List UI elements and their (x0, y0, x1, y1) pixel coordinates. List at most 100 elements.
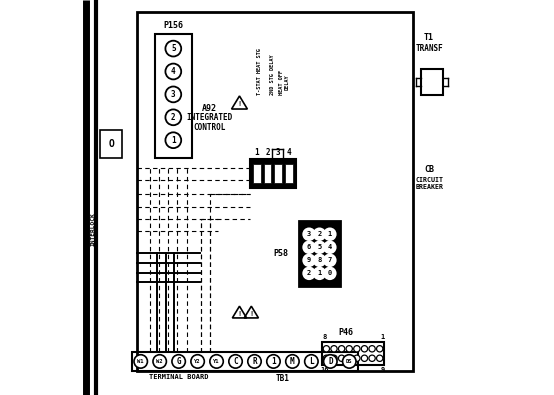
Bar (100, 130, 122, 158)
Circle shape (166, 109, 181, 125)
Bar (421, 69, 443, 95)
Text: 1: 1 (271, 357, 276, 366)
Circle shape (172, 355, 186, 368)
Bar (264, 164, 271, 183)
Circle shape (324, 355, 337, 368)
Text: 3: 3 (171, 90, 176, 99)
Circle shape (353, 355, 360, 361)
Text: TERMINAL BOARD: TERMINAL BOARD (149, 374, 208, 380)
Text: HEAT OFF
DELAY: HEAT OFF DELAY (279, 70, 290, 95)
Bar (322, 342, 384, 365)
Bar (132, 352, 358, 371)
Text: 9: 9 (307, 257, 311, 263)
Circle shape (323, 346, 330, 352)
Text: 2ND STG DELAY: 2ND STG DELAY (270, 54, 275, 95)
Circle shape (248, 355, 261, 368)
Text: CB: CB (425, 166, 435, 174)
Circle shape (305, 355, 318, 368)
Circle shape (286, 355, 299, 368)
Text: L: L (309, 357, 314, 366)
Circle shape (361, 346, 368, 352)
Circle shape (166, 64, 181, 79)
Text: R: R (252, 357, 257, 366)
Text: 8: 8 (322, 335, 326, 340)
Text: CIRCUIT
BREAKER: CIRCUIT BREAKER (416, 177, 444, 190)
Text: Y1: Y1 (213, 359, 220, 364)
Text: 7: 7 (328, 257, 332, 263)
Circle shape (324, 228, 336, 240)
Text: !: ! (237, 101, 242, 107)
Text: !: ! (249, 311, 253, 317)
Bar (137, 12, 413, 371)
Text: O: O (109, 139, 114, 149)
Text: W2: W2 (156, 359, 163, 364)
Text: 6: 6 (307, 244, 311, 250)
Text: 4: 4 (171, 67, 176, 76)
Circle shape (324, 241, 336, 253)
Text: !: ! (237, 311, 242, 317)
Bar (155, 34, 192, 158)
Text: 4: 4 (328, 244, 332, 250)
Text: 16: 16 (320, 367, 329, 372)
Text: T1: T1 (424, 33, 434, 42)
Circle shape (303, 254, 315, 266)
Circle shape (338, 346, 345, 352)
Circle shape (303, 267, 315, 279)
Text: 4: 4 (286, 148, 291, 157)
Circle shape (210, 355, 223, 368)
Circle shape (323, 355, 330, 361)
Circle shape (166, 87, 181, 102)
Text: 0: 0 (328, 270, 332, 276)
Circle shape (314, 228, 325, 240)
Text: P46: P46 (338, 328, 353, 337)
Text: 3: 3 (276, 148, 280, 157)
Circle shape (134, 355, 147, 368)
Text: T-STAT HEAT STG: T-STAT HEAT STG (257, 48, 261, 95)
Text: INTEGRATED
CONTROL: INTEGRATED CONTROL (187, 113, 233, 132)
Text: TRANSF: TRANSF (415, 44, 443, 53)
Circle shape (229, 355, 242, 368)
Circle shape (324, 254, 336, 266)
Text: DS: DS (346, 359, 352, 364)
Text: G: G (176, 357, 181, 366)
Circle shape (324, 267, 336, 279)
Text: 1: 1 (381, 335, 384, 340)
Circle shape (314, 267, 325, 279)
Circle shape (314, 254, 325, 266)
Circle shape (369, 355, 375, 361)
Text: Y2: Y2 (194, 359, 201, 364)
Text: P156: P156 (163, 21, 183, 30)
Bar (299, 221, 340, 286)
Text: 1: 1 (328, 231, 332, 237)
Text: 2: 2 (265, 148, 270, 157)
Text: 2: 2 (171, 113, 176, 122)
Text: C: C (233, 357, 238, 366)
Text: 8: 8 (317, 257, 321, 263)
Bar (274, 164, 282, 183)
Circle shape (153, 355, 166, 368)
Bar (250, 159, 296, 188)
Circle shape (361, 355, 368, 361)
Text: 2: 2 (317, 231, 321, 237)
Circle shape (342, 355, 356, 368)
Text: 5: 5 (171, 44, 176, 53)
Circle shape (266, 355, 280, 368)
Text: DOOR
INTERLOCK: DOOR INTERLOCK (85, 212, 96, 246)
Circle shape (314, 241, 325, 253)
Circle shape (369, 346, 375, 352)
Circle shape (331, 355, 337, 361)
Text: 3: 3 (307, 231, 311, 237)
Text: M: M (290, 357, 295, 366)
Circle shape (166, 41, 181, 56)
Text: 9: 9 (381, 367, 384, 372)
Text: W1: W1 (137, 359, 144, 364)
Text: TB1: TB1 (276, 374, 290, 383)
Text: P58: P58 (274, 249, 289, 258)
Text: 2: 2 (307, 270, 311, 276)
Circle shape (303, 241, 315, 253)
Text: 1: 1 (317, 270, 321, 276)
Bar (285, 164, 293, 183)
Circle shape (377, 346, 383, 352)
Text: 5: 5 (317, 244, 321, 250)
Circle shape (377, 355, 383, 361)
